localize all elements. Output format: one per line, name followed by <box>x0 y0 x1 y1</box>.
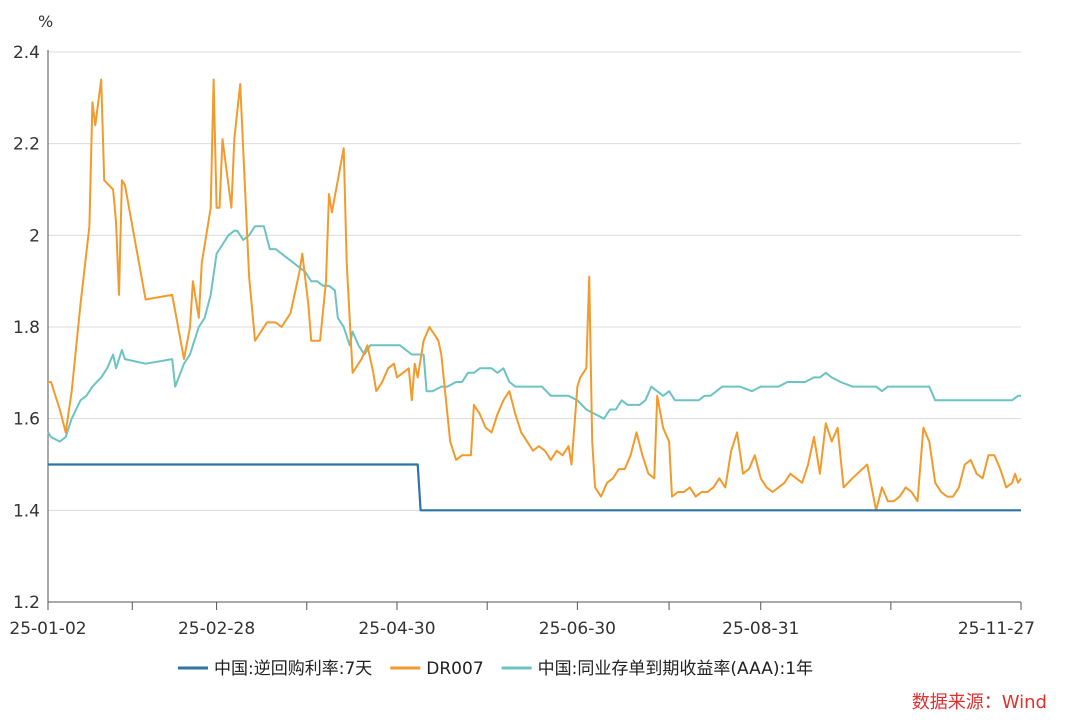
legend: 中国:逆回购利率:7天 DR007 中国:同业存单到期收益率(AAA):1年 <box>178 659 813 679</box>
y-tick-label: 1.8 <box>13 318 40 338</box>
x-axis: 25-01-02 25-02-28 25-04-30 25-06-30 25-08-31… <box>9 601 1035 639</box>
y-unit-label: % <box>38 12 53 31</box>
x-tick-label: 25-11-27 <box>958 619 1035 639</box>
source-note: 数据来源：Wind <box>912 692 1047 713</box>
series-line-1 <box>48 78 1022 512</box>
y-tick-label: 1.6 <box>13 410 40 430</box>
x-tick-label: 25-02-28 <box>178 619 255 639</box>
y-tick-label: 2.4 <box>13 43 40 63</box>
legend-label: DR007 <box>426 659 483 679</box>
x-tick-label: 25-06-30 <box>539 619 616 639</box>
y-axis: 1.2 1.4 1.6 1.8 2 2.2 2.4 <box>13 43 49 613</box>
x-tick-label: 25-01-02 <box>9 619 86 639</box>
y-tick-label: 2 <box>29 226 40 246</box>
x-tick-label: 25-08-31 <box>722 619 799 639</box>
series-line-0 <box>48 463 1021 512</box>
grid-lines <box>48 51 1021 511</box>
x-tick-label: 25-04-30 <box>358 619 435 639</box>
y-tick-label: 2.2 <box>13 135 40 155</box>
y-tick-label: 1.4 <box>13 501 40 521</box>
series-line-2 <box>47 225 1021 443</box>
legend-label: 中国:同业存单到期收益率(AAA):1年 <box>538 659 813 679</box>
y-tick-label: 1.2 <box>13 593 40 613</box>
series-lines <box>47 78 1022 512</box>
legend-label: 中国:逆回购利率:7天 <box>214 659 372 679</box>
